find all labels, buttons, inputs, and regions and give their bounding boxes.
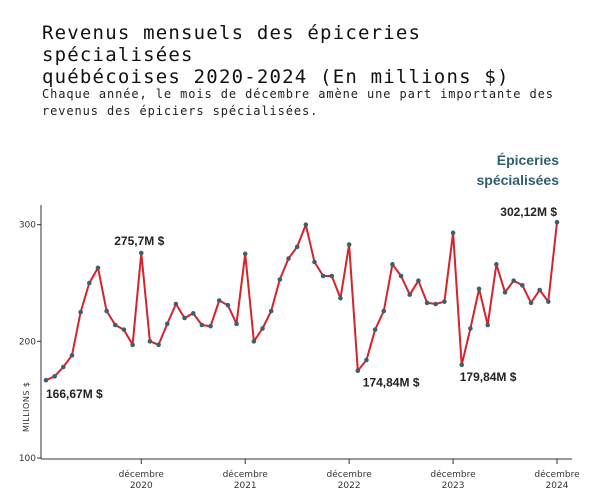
data-point [372,327,378,332]
x-tick-label-year: 2020 [130,481,153,491]
data-point [268,308,274,314]
x-tick-label-year: 2022 [338,481,361,491]
data-point [520,283,525,288]
series-line [45,222,558,382]
data-point [95,265,101,271]
data-point [242,251,248,257]
x-tick-label-month: décembre [223,469,269,480]
series-label: Épiceries spécialisées [476,152,559,188]
data-point [121,327,127,332]
data-point [130,342,135,348]
data-point [182,315,187,321]
series-group [43,219,560,383]
data-point [225,302,231,308]
annotation-label: 179,84M $ [460,370,517,384]
data-point [286,256,291,261]
data-point [355,368,361,373]
annotation-label: 275,7M $ [114,234,164,248]
data-point [112,322,118,328]
data-point [303,222,309,227]
data-point [459,362,465,368]
data-point [52,374,57,379]
data-point [199,322,205,328]
data-point [424,300,430,306]
data-point [450,230,456,236]
annotations: 166,67M $ 275,7M $ 174,84M $ 179,84M $ 302,1… [46,205,557,401]
data-point [468,326,473,331]
data-point [398,273,404,279]
data-point [320,273,326,279]
data-point [433,301,439,307]
y-tick-label: 200 [19,337,36,347]
data-point [78,309,83,315]
chart-subtitle: Chaque année, le mois de décembre amène … [42,87,554,118]
x-tick-label-year: 2023 [442,481,465,491]
annotation-label: 166,67M $ [46,387,103,401]
series-label-line2: spécialisées [476,172,559,188]
data-point [260,326,265,331]
y-tick-label: 300 [19,221,36,231]
data-point [216,298,222,303]
data-point [138,250,144,256]
chart-title: Revenus mensuels des épiceries spécialis… [42,22,510,88]
data-point [69,353,75,358]
data-point [61,364,66,370]
y-axis-ticks: 100 200 300 [19,221,41,464]
data-point [294,244,300,250]
data-point [329,273,335,279]
x-axis-ticks: décembre2020décembre2021décembre2022déce… [119,459,580,491]
x-tick-label-year: 2021 [234,481,257,491]
data-point [156,342,161,348]
data-point [554,219,560,225]
data-point [485,322,491,328]
x-tick-label-month: décembre [119,469,165,480]
data-point [251,339,257,344]
data-point [164,321,170,327]
data-point [338,295,343,301]
data-point [390,262,395,267]
data-point [190,311,196,316]
data-point [381,308,387,314]
data-point [528,300,534,306]
data-point [104,308,109,314]
data-point [173,301,179,307]
y-tick-label: 100 [19,454,36,464]
annotation-label: 302,12M $ [500,205,557,219]
data-point [208,323,213,329]
data-point [147,339,153,344]
data-point [87,280,92,286]
y-axis-label: MILLIONS $ [22,381,31,432]
data-point [43,377,49,383]
x-tick-label-month: décembre [327,469,373,480]
data-point [442,299,447,304]
chart-axes [40,205,572,460]
data-point [364,357,369,363]
data-point [407,292,413,297]
data-point [546,299,551,304]
data-point [277,277,283,282]
data-point [234,321,239,327]
data-point [537,287,542,293]
data-point [502,290,508,295]
x-tick-label-month: décembre [534,469,580,480]
series-label-line1: Épiceries [497,152,559,168]
x-tick-label-year: 2024 [546,481,569,491]
data-point [346,242,352,247]
data-point [494,262,499,267]
data-point [312,259,317,265]
annotation-label: 174,84M $ [363,376,420,390]
data-point [476,286,482,292]
data-point [511,278,516,283]
data-point [416,278,421,283]
x-tick-label-month: décembre [430,469,476,480]
